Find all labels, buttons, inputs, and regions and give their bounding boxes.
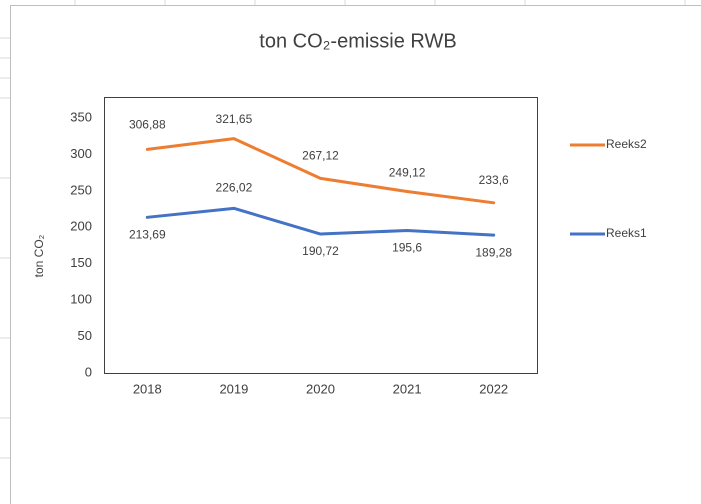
plot-area [104, 97, 538, 374]
x-tick-label: 2021 [393, 381, 422, 396]
x-tick-label: 2018 [133, 381, 162, 396]
chart-area [10, 5, 701, 504]
data-label: 189,28 [475, 245, 512, 259]
data-label: 321,65 [216, 112, 253, 126]
data-label: 195,6 [392, 241, 422, 255]
chart-title: ton CO₂-emissie RWB [259, 30, 456, 52]
data-label: 226,02 [216, 181, 253, 195]
series-line [145, 137, 496, 205]
legend-label: Reeks1 [606, 226, 647, 240]
data-label: 267,12 [302, 149, 339, 163]
y-tick-label: 150 [70, 255, 92, 270]
data-label: 190,72 [302, 244, 339, 258]
legend-label: Reeks2 [606, 137, 647, 151]
series-line [145, 206, 496, 237]
data-label: 306,88 [129, 118, 166, 132]
x-tick-label: 2020 [306, 381, 335, 396]
y-tick-label: 200 [70, 219, 92, 234]
data-label: 213,69 [129, 227, 166, 241]
sheet-grid [0, 0, 686, 459]
y-tick-label: 300 [70, 146, 92, 161]
y-tick-label: 50 [78, 328, 92, 343]
data-label: 233,6 [479, 173, 509, 187]
y-tick-label: 0 [85, 364, 92, 379]
y-tick-label: 250 [70, 182, 92, 197]
y-tick-label: 100 [70, 292, 92, 307]
x-tick-label: 2019 [219, 381, 248, 396]
y-tick-label: 350 [70, 109, 92, 124]
y-axis-label: ton CO₂ [32, 234, 46, 277]
x-tick-label: 2022 [479, 381, 508, 396]
data-label: 249,12 [389, 166, 426, 180]
